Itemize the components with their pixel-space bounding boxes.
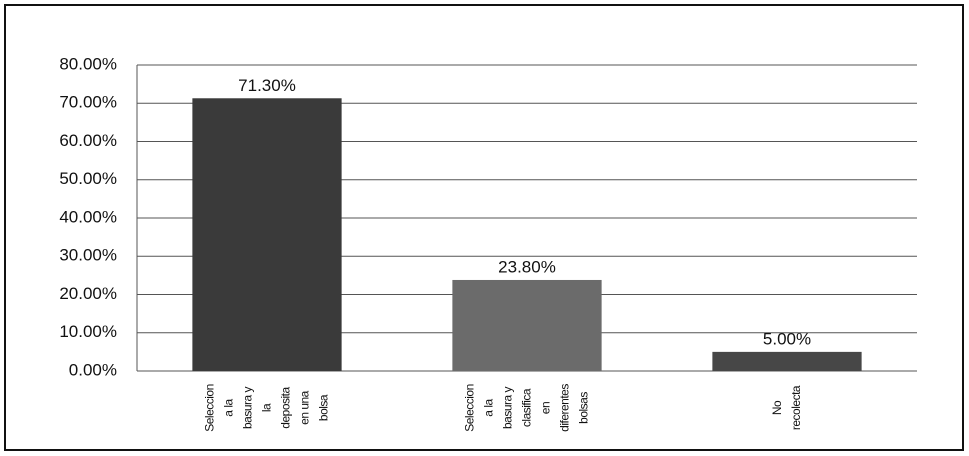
x-tick-label: Seleccion a la basura y clasifica en dif… — [462, 384, 591, 432]
y-tick-label: 0.00% — [69, 360, 117, 379]
bar — [712, 351, 862, 371]
bar — [452, 279, 602, 371]
y-tick-label: 10.00% — [59, 322, 117, 341]
y-tick-label: 70.00% — [59, 93, 117, 112]
y-tick-label: 40.00% — [59, 207, 117, 226]
value-label: 23.80% — [498, 257, 556, 276]
y-tick-label: 30.00% — [59, 246, 117, 265]
x-tick-label: Seleccion a la basura y la deposita en u… — [202, 384, 331, 432]
y-tick-label: 20.00% — [59, 284, 117, 303]
value-label: 5.00% — [763, 329, 811, 348]
y-tick-label: 50.00% — [59, 169, 117, 188]
bar — [192, 98, 342, 371]
x-tick-label: No recolecta — [770, 385, 803, 431]
y-tick-label: 60.00% — [59, 131, 117, 150]
frame — [4, 4, 964, 451]
y-tick-label: 80.00% — [59, 54, 117, 73]
value-label: 71.30% — [238, 76, 296, 95]
